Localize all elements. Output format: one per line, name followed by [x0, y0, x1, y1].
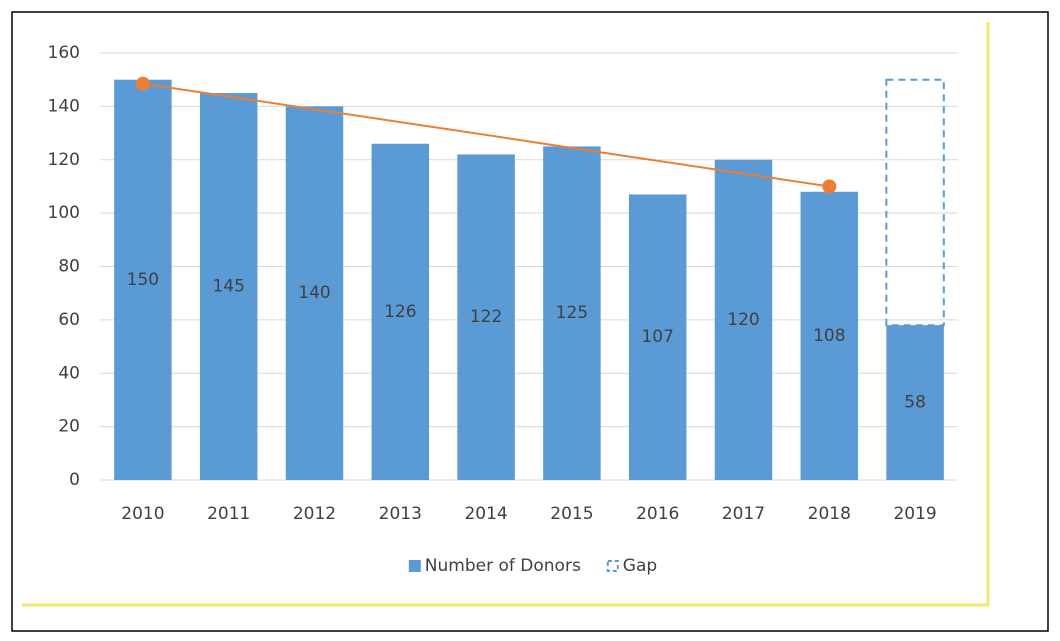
- y-tick-label: 140: [48, 96, 80, 116]
- trend-marker: [822, 179, 837, 194]
- bar: [714, 159, 773, 480]
- y-tick-label: 100: [48, 203, 80, 223]
- bar: [885, 78, 945, 327]
- data-label: 107: [641, 327, 673, 347]
- chart-frame: [22, 22, 990, 607]
- bar: [457, 154, 515, 480]
- bar: [800, 191, 859, 480]
- bar: [543, 146, 601, 480]
- y-tick-label: 160: [48, 43, 80, 63]
- x-tick-label: 2016: [636, 504, 679, 524]
- x-tick-label: 2014: [464, 504, 507, 524]
- data-label: 145: [212, 277, 244, 297]
- x-tick-label: 2017: [722, 504, 765, 524]
- bar: [628, 194, 687, 480]
- bar: [285, 106, 344, 480]
- legend-marker: [606, 560, 619, 572]
- data-label: 108: [813, 326, 845, 346]
- x-tick-label: 2015: [550, 504, 593, 524]
- legend-label: Number of Donors: [425, 556, 581, 576]
- y-tick-label: 60: [58, 310, 80, 330]
- legend: Number of Donors Gap: [408, 556, 657, 576]
- y-tick-label: 40: [58, 363, 80, 383]
- y-tick-label: 120: [48, 150, 80, 170]
- x-tick-label: 2012: [293, 504, 336, 524]
- trend-marker: [135, 76, 150, 91]
- x-tick-label: 2010: [121, 504, 164, 524]
- data-label: 140: [298, 283, 330, 303]
- outer-frame: [11, 11, 1049, 632]
- y-tick-label: 80: [58, 257, 80, 277]
- trend-line: [142, 82, 830, 188]
- data-label: 126: [384, 302, 416, 322]
- data-label: 122: [470, 307, 502, 327]
- data-label: 120: [727, 310, 759, 330]
- x-tick-label: 2019: [893, 504, 936, 524]
- x-tick-label: 2013: [379, 504, 422, 524]
- bar: [114, 79, 172, 480]
- bar: [886, 325, 944, 480]
- legend-label: Gap: [623, 556, 657, 576]
- bar: [199, 93, 258, 480]
- bar: [371, 143, 430, 481]
- y-tick-label: 0: [69, 470, 80, 490]
- legend-marker: [408, 560, 421, 572]
- data-label: 150: [127, 270, 159, 290]
- y-tick-label: 20: [58, 417, 80, 437]
- x-tick-label: 2018: [808, 504, 851, 524]
- data-label: 125: [556, 303, 588, 323]
- data-label: 58: [904, 393, 926, 413]
- x-tick-label: 2011: [207, 504, 250, 524]
